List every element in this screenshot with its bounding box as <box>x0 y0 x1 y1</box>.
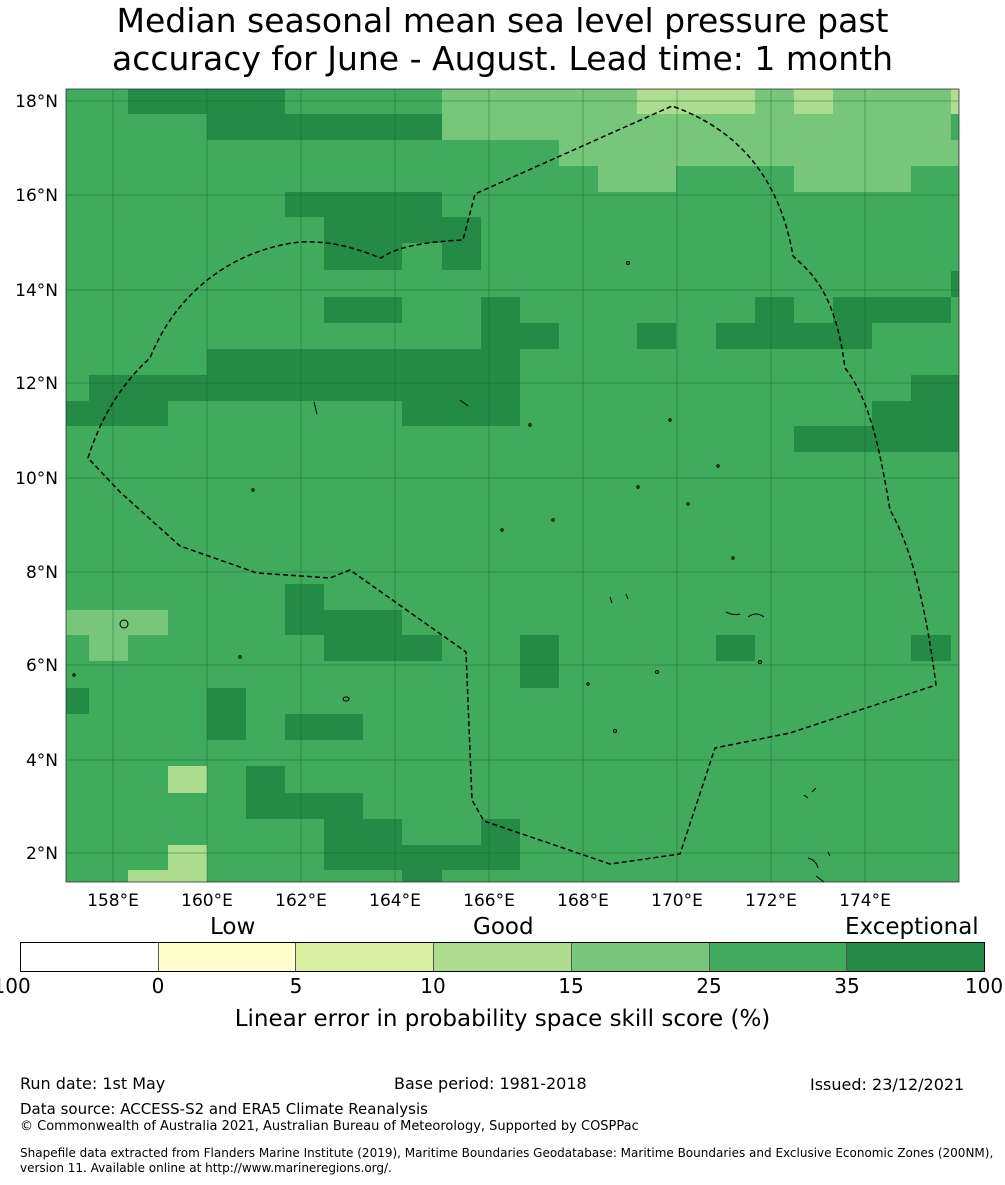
map-title: Median seasonal mean sea level pressure … <box>0 2 1005 78</box>
colorbar-tick: 10 <box>420 974 446 998</box>
lat-label: 6°N <box>26 656 58 676</box>
lon-label: 166°E <box>463 891 515 910</box>
lon-label: 164°E <box>369 891 421 910</box>
category-low: Low <box>210 914 256 940</box>
data-source: Data source: ACCESS-S2 and ERA5 Climate … <box>20 1100 428 1118</box>
skill-map: 18°N 16°N 14°N 12°N 10°N 8°N 6°N 4°N 2°N… <box>15 88 960 910</box>
colorbar-tick: 25 <box>696 974 722 998</box>
lat-label: 10°N <box>15 469 58 489</box>
colorbar-tick: 5 <box>289 974 303 998</box>
lon-label: 170°E <box>651 891 703 910</box>
island-outlines <box>72 261 831 883</box>
lon-labels: 158°E 160°E 162°E 164°E 166°E 168°E 170°… <box>87 891 891 910</box>
colorbar-label: Linear error in probability space skill … <box>234 1006 771 1032</box>
lon-label: 174°E <box>839 891 891 910</box>
colorbar-segment <box>709 943 848 971</box>
colorbar-segment <box>21 943 159 971</box>
colorbar-tick: 0 <box>151 974 165 998</box>
lat-label: 4°N <box>26 751 58 771</box>
title-line-1: Median seasonal mean sea level pressure … <box>116 1 889 40</box>
base-period: Base period: 1981-2018 <box>394 1074 587 1093</box>
category-good: Good <box>473 914 534 940</box>
lon-label: 172°E <box>745 891 797 910</box>
lon-label: 168°E <box>557 891 609 910</box>
lat-label: 18°N <box>15 92 58 112</box>
category-exceptional: Exceptional <box>845 914 979 940</box>
run-date: Run date: 1st May <box>20 1074 166 1093</box>
colorbar: Low Good Exceptional -100 0 5 10 15 25 3… <box>0 910 1005 1032</box>
lat-labels: 18°N 16°N 14°N 12°N 10°N 8°N 6°N 4°N 2°N <box>15 92 58 864</box>
colorbar-tick: 100 <box>964 974 1004 998</box>
copyright: © Commonwealth of Australia 2021, Austra… <box>20 1119 639 1134</box>
shapefile-credit: Shapefile data extracted from Flanders M… <box>20 1146 994 1175</box>
pale-green-cells <box>128 89 959 882</box>
lat-label: 14°N <box>15 281 58 301</box>
gridlines <box>66 89 959 882</box>
lon-label: 160°E <box>181 891 233 910</box>
map-background <box>66 89 959 882</box>
lat-label: 8°N <box>26 563 58 583</box>
lat-label: 12°N <box>15 374 58 394</box>
lat-label: 16°N <box>15 186 58 206</box>
colorbar-segment <box>434 943 572 971</box>
colorbar-tick: -100 <box>0 974 31 998</box>
lon-label: 158°E <box>87 891 139 910</box>
colorbar-segment <box>158 943 297 971</box>
colorbar-segment <box>296 943 435 971</box>
colorbar-tick: 35 <box>834 974 860 998</box>
issued-date: Issued: 23/12/2021 <box>810 1075 965 1094</box>
colorbar-segment <box>847 943 985 971</box>
colorbar-strip <box>20 942 985 972</box>
colorbar-segment <box>571 943 710 971</box>
dark-green-cells <box>66 89 959 882</box>
colorbar-tick: 15 <box>558 974 584 998</box>
lon-label: 162°E <box>275 891 327 910</box>
lat-label: 2°N <box>26 844 58 864</box>
title-line-2: accuracy for June - August. Lead time: 1… <box>112 39 893 78</box>
map-frame <box>65 88 960 883</box>
light-green-cells <box>66 89 959 661</box>
